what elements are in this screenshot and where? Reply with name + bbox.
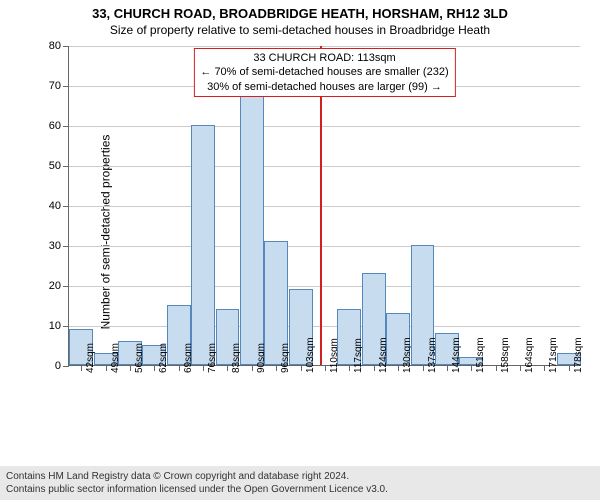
x-tick (325, 365, 326, 371)
y-tick (63, 366, 69, 367)
x-tick (252, 365, 253, 371)
footer-line-1: Contains HM Land Registry data © Crown c… (6, 470, 594, 483)
gridline (69, 326, 580, 327)
y-tick (63, 86, 69, 87)
footer-line-2: Contains public sector information licen… (6, 483, 594, 496)
x-tick (447, 365, 448, 371)
callout-line-2: ← 70% of semi-detached houses are smalle… (200, 65, 448, 79)
x-tick (569, 365, 570, 371)
y-tick-label: 10 (49, 320, 61, 332)
y-tick (63, 326, 69, 327)
x-tick-label: 151sqm (475, 337, 486, 373)
y-tick (63, 126, 69, 127)
gridline (69, 206, 580, 207)
gridline (69, 166, 580, 167)
y-tick (63, 166, 69, 167)
callout-line-1: 33 CHURCH ROAD: 113sqm (200, 51, 448, 65)
bar (191, 125, 215, 365)
plot-area: 0102030405060708042sqm49sqm56sqm62sqm69s… (68, 46, 580, 366)
x-tick (471, 365, 472, 371)
y-tick (63, 286, 69, 287)
y-tick (63, 46, 69, 47)
x-tick (349, 365, 350, 371)
footer: Contains HM Land Registry data © Crown c… (0, 466, 600, 500)
x-tick (301, 365, 302, 371)
y-tick-label: 70 (49, 80, 61, 92)
y-tick-label: 20 (49, 280, 61, 292)
y-tick (63, 246, 69, 247)
marker-callout: 33 CHURCH ROAD: 113sqm ← 70% of semi-det… (193, 48, 455, 97)
x-tick-label: 158sqm (500, 337, 511, 373)
y-tick-label: 60 (49, 120, 61, 132)
x-tick (496, 365, 497, 371)
x-tick (130, 365, 131, 371)
page-subtitle: Size of property relative to semi-detach… (0, 21, 600, 37)
x-tick-label: 164sqm (524, 337, 535, 373)
chart-container: Number of semi-detached properties 01020… (48, 46, 580, 418)
x-tick (106, 365, 107, 371)
x-tick (423, 365, 424, 371)
bar (240, 85, 264, 365)
gridline (69, 246, 580, 247)
y-tick-label: 80 (49, 40, 61, 52)
y-tick-label: 30 (49, 240, 61, 252)
gridline (69, 46, 580, 47)
x-tick-label: 144sqm (451, 337, 462, 373)
gridline (69, 126, 580, 127)
x-tick-label: 103sqm (305, 337, 316, 373)
gridline (69, 286, 580, 287)
x-tick (154, 365, 155, 371)
x-tick (398, 365, 399, 371)
x-tick (227, 365, 228, 371)
page-title: 33, CHURCH ROAD, BROADBRIDGE HEATH, HORS… (0, 0, 600, 21)
y-tick-label: 50 (49, 160, 61, 172)
x-tick (520, 365, 521, 371)
y-tick-label: 40 (49, 200, 61, 212)
y-tick-label: 0 (55, 360, 61, 372)
x-tick (81, 365, 82, 371)
x-tick (179, 365, 180, 371)
x-tick (203, 365, 204, 371)
x-tick-label: 178sqm (573, 337, 584, 373)
x-tick (374, 365, 375, 371)
y-tick (63, 206, 69, 207)
x-tick (276, 365, 277, 371)
x-tick (544, 365, 545, 371)
callout-line-3: 30% of semi-detached houses are larger (… (200, 80, 448, 94)
